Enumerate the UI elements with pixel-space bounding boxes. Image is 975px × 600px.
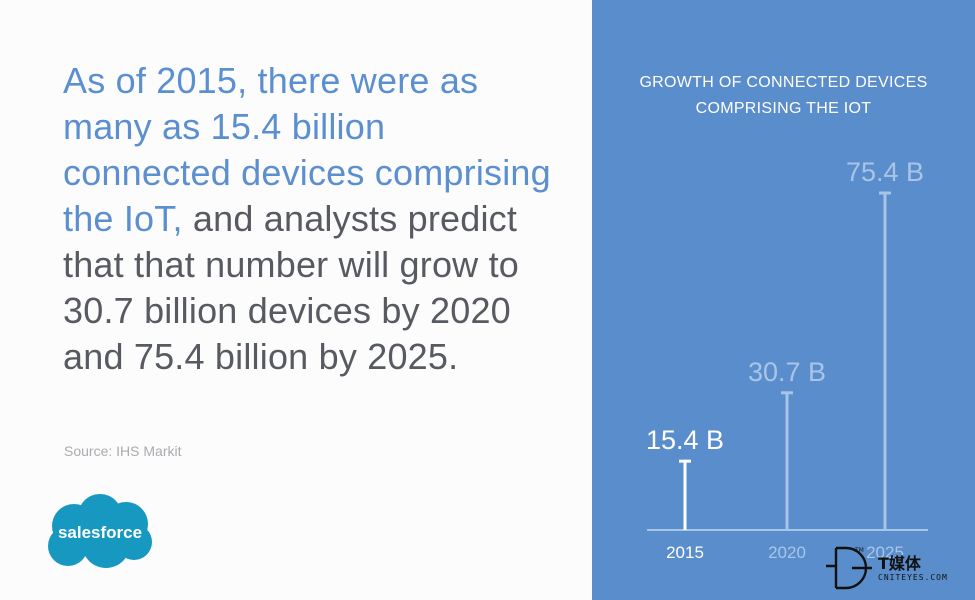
text-panel: As of 2015, there were as many as 15.4 b… [48,58,563,568]
headline: As of 2015, there were as many as 15.4 b… [63,58,563,380]
data-label-2025: 75.4 B [846,157,924,187]
chart-panel: GROWTH OF CONNECTED DEVICES COMPRISING T… [592,0,975,600]
logo-text: salesforce [58,523,142,542]
watermark: TM T媒体 CNITEYES.COM [822,542,972,594]
data-label-2015: 15.4 B [646,425,724,455]
watermark-mark-icon: TM [826,546,872,590]
data-label-2020: 30.7 B [748,357,826,387]
salesforce-logo: salesforce [48,494,152,568]
headline-highlight: As of 2015, there were as many as 15.4 b… [63,60,551,239]
watermark-subtext: CNITEYES.COM [878,573,948,582]
chart-title: GROWTH OF CONNECTED DEVICES COMPRISING T… [592,70,975,122]
chart-title-line-2: COMPRISING THE IOT [695,100,872,117]
x-tick-label-2015: 2015 [666,543,704,562]
bar-chart: 15.4 B 2015 30.7 B 2020 75.4 B 2025 [646,157,928,562]
chart-title-line-1: GROWTH OF CONNECTED DEVICES [639,74,928,91]
source-note: Source: IHS Markit [64,443,182,459]
x-tick-label-2025: 2025 [866,543,904,562]
x-tick-label-2020: 2020 [768,543,806,562]
svg-text:TM: TM [854,547,864,554]
cloud-icon [48,494,152,568]
watermark-text: T媒体 [878,554,921,573]
headline-rest: and analysts predict that that number wi… [63,198,520,377]
